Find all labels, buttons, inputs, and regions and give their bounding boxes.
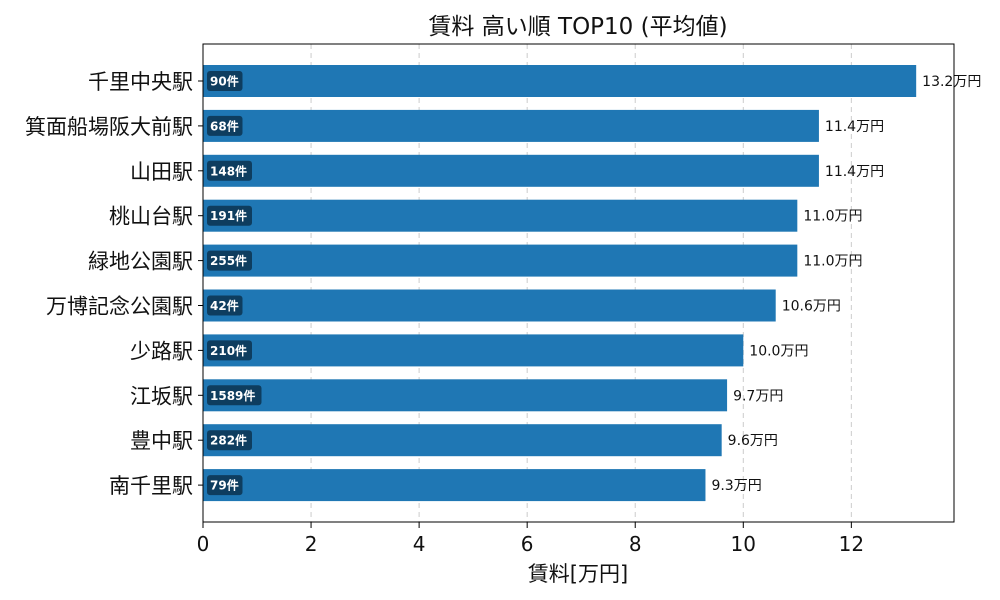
x-tick-label: 0 xyxy=(197,532,210,556)
x-tick-label: 12 xyxy=(839,532,864,556)
category-label: 緑地公園駅 xyxy=(88,250,193,274)
count-label: 210件 xyxy=(210,343,247,358)
bar xyxy=(203,199,798,232)
category-label: 山田駅 xyxy=(130,160,193,184)
category-label: 桃山台駅 xyxy=(109,205,193,229)
count-label: 148件 xyxy=(210,163,247,178)
x-tick-label: 6 xyxy=(521,532,534,556)
bar xyxy=(203,154,819,187)
count-badge xyxy=(207,295,243,316)
x-axis-label: 賃料[万円] xyxy=(528,562,628,586)
bar xyxy=(203,65,917,97)
value-label: 13.2万円 xyxy=(922,74,981,90)
value-label: 11.0万円 xyxy=(803,209,862,225)
plot-frame xyxy=(202,43,955,523)
category-label: 万博記念公園駅 xyxy=(46,295,193,319)
count-label: 42件 xyxy=(210,298,239,313)
category-label: 箕面船場阪大前駅 xyxy=(25,115,193,139)
count-badge xyxy=(207,430,252,451)
bars: 90件 13.2万円 68件 11.4万円 148件 11.4万円 191件 11.0万円 25… xyxy=(203,65,981,502)
x-tick-label: 2 xyxy=(305,532,318,556)
x-tick-label: 10 xyxy=(731,532,756,556)
count-label: 79件 xyxy=(210,478,239,493)
value-label: 9.6万円 xyxy=(728,433,778,449)
bar xyxy=(203,244,798,277)
count-label: 255件 xyxy=(210,253,247,268)
bar xyxy=(203,469,706,502)
value-label: 11.0万円 xyxy=(803,254,862,270)
value-label: 9.7万円 xyxy=(733,388,783,404)
x-tick-label: 8 xyxy=(629,532,642,556)
count-badge xyxy=(207,250,252,271)
category-label: 江坂駅 xyxy=(130,384,193,408)
count-badge xyxy=(207,115,243,136)
category-label: 豊中駅 xyxy=(130,429,193,453)
value-label: 11.4万円 xyxy=(825,119,884,135)
count-badge xyxy=(207,475,243,496)
count-label: 282件 xyxy=(210,433,247,448)
count-label: 68件 xyxy=(210,118,239,133)
x-tick-label: 4 xyxy=(413,532,426,556)
value-label: 11.4万円 xyxy=(825,164,884,180)
count-label: 191件 xyxy=(210,208,247,223)
count-badge xyxy=(207,385,262,406)
value-label: 10.6万円 xyxy=(782,299,841,315)
bar xyxy=(203,109,819,142)
value-label: 10.0万円 xyxy=(749,343,808,359)
count-label: 1589件 xyxy=(210,388,255,403)
x-axis: 0 2 4 6 8 10 12 xyxy=(197,522,864,556)
category-label: 少路駅 xyxy=(130,339,193,363)
bar xyxy=(203,424,722,457)
count-badge xyxy=(207,160,252,181)
count-badge xyxy=(207,340,252,361)
chart-title: 賃料 高い順 TOP10 (平均値) xyxy=(428,14,727,40)
count-label: 90件 xyxy=(210,74,239,89)
count-badge xyxy=(207,71,243,91)
category-label: 千里中央駅 xyxy=(88,70,193,94)
bar xyxy=(203,334,744,367)
bar xyxy=(203,289,776,322)
count-badge xyxy=(207,205,252,226)
bar xyxy=(203,379,728,412)
y-axis: 千里中央駅箕面船場阪大前駅山田駅桃山台駅緑地公園駅万博記念公園駅少路駅江坂駅豊中… xyxy=(25,70,203,498)
category-label: 南千里駅 xyxy=(109,474,193,498)
value-label: 9.3万円 xyxy=(711,478,761,494)
